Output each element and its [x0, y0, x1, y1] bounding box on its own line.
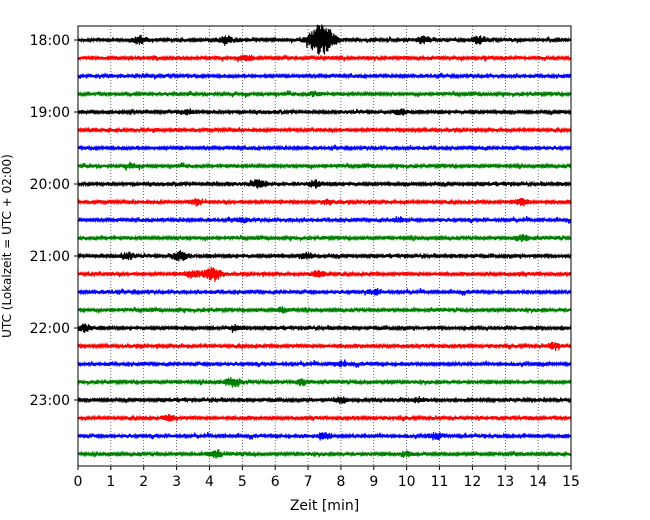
y-tick-label-2: 20:00 — [30, 177, 70, 193]
trace-2230 — [77, 359, 572, 368]
trace-2315 — [77, 414, 572, 422]
y-tick-label-1: 19:00 — [30, 105, 70, 121]
x-tick-label-4: 4 — [205, 474, 214, 490]
trace-1915 — [77, 126, 572, 134]
trace-1930 — [77, 144, 572, 152]
x-tick-label-7: 7 — [304, 474, 313, 490]
y-tick-label-4: 22:00 — [30, 321, 70, 337]
x-tick-label-6: 6 — [271, 474, 280, 490]
x-tick-label-8: 8 — [336, 474, 345, 490]
plot-frame — [77, 25, 572, 467]
trace-1830 — [77, 72, 572, 80]
trace-1800 — [77, 24, 572, 55]
trace-2245 — [77, 376, 572, 388]
x-tick-label-15: 15 — [562, 474, 580, 490]
trace-2045 — [77, 234, 572, 243]
x-axis-ticks: 0 1 2 3 4 5 6 7 8 9 10 11 12 13 14 15 — [74, 466, 580, 490]
trace-2145 — [77, 306, 572, 314]
y-axis-ticks: 18:00 19:00 20:00 21:00 22:00 23:00 — [30, 33, 78, 409]
trace-2130 — [77, 288, 572, 296]
trace-1900 — [77, 108, 572, 116]
trace-2300 — [77, 396, 572, 405]
x-tick-label-3: 3 — [172, 474, 181, 490]
y-tick-label-3: 21:00 — [30, 249, 70, 265]
y-axis-label: UTC (Lokalzeit = UTC + 02:00) — [0, 154, 14, 338]
trace-2330 — [77, 432, 572, 441]
x-tick-label-12: 12 — [463, 474, 481, 490]
trace-2015 — [77, 197, 572, 207]
trace-2000 — [77, 179, 572, 189]
traces — [77, 24, 572, 459]
x-axis-label: Zeit [min] — [290, 498, 359, 514]
x-tick-label-13: 13 — [496, 474, 514, 490]
trace-2100 — [77, 250, 572, 262]
trace-2345 — [77, 449, 572, 459]
x-tick-label-10: 10 — [398, 474, 416, 490]
x-tick-label-11: 11 — [431, 474, 449, 490]
x-tick-label-1: 1 — [106, 474, 115, 490]
trace-2200 — [77, 323, 572, 333]
x-gridlines — [110, 26, 539, 466]
x-tick-label-9: 9 — [369, 474, 378, 490]
x-tick-label-0: 0 — [74, 474, 83, 490]
y-tick-label-5: 23:00 — [30, 393, 70, 409]
trace-1815 — [77, 54, 572, 63]
x-tick-label-14: 14 — [529, 474, 547, 490]
x-tick-label-5: 5 — [238, 474, 247, 490]
trace-1945 — [77, 161, 572, 171]
trace-1845 — [77, 90, 572, 98]
trace-2115 — [77, 266, 572, 282]
trace-2030 — [77, 216, 572, 224]
y-tick-label-0: 18:00 — [30, 33, 70, 49]
trace-2215 — [77, 341, 572, 352]
x-tick-label-2: 2 — [139, 474, 148, 490]
